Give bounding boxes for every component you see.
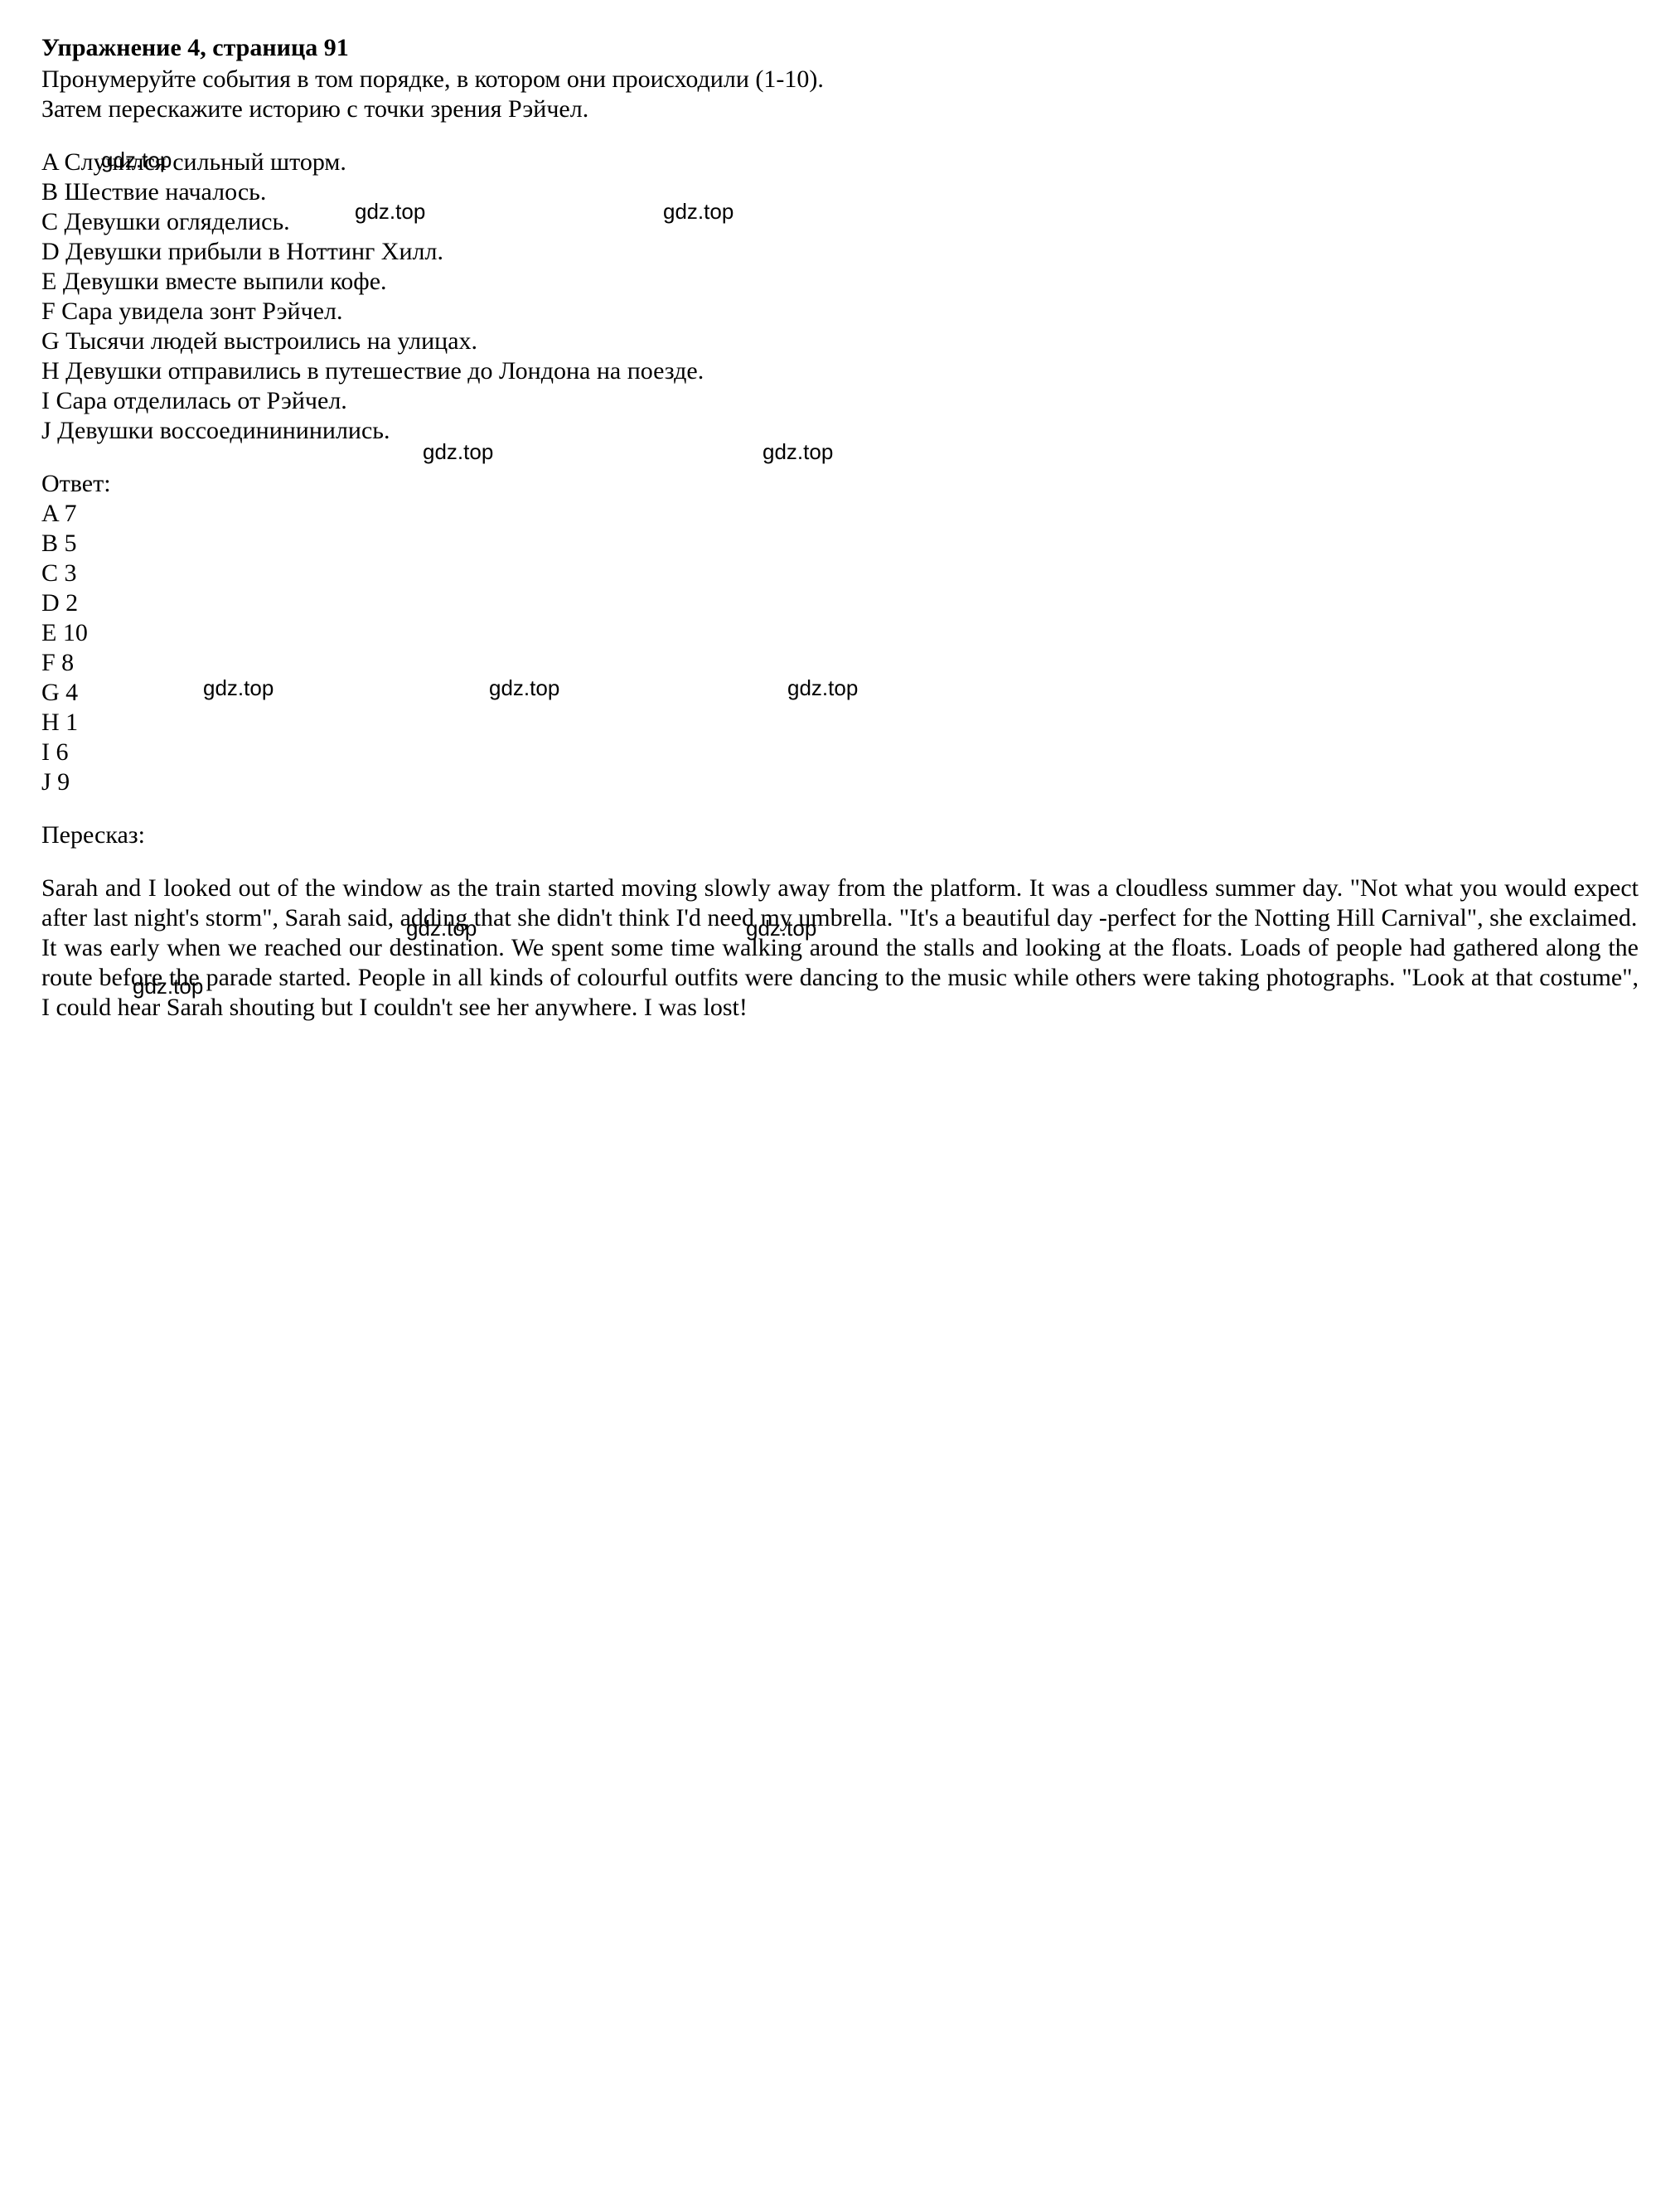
answer-c: C 3 [41,559,1639,588]
answer-header: Ответ: [41,469,1639,499]
answer-f: F 8 [41,648,1639,678]
retell-paragraph-1: Sarah and I looked out of the window as … [41,873,1639,933]
document-body: Упражнение 4, страница 91 Пронумеруйте с… [41,33,1639,1023]
answer-a: A 7 [41,499,1639,529]
options-block: A Случился сильный шторм. B Шествие нача… [41,148,1639,446]
retell-paragraph-2: It was early when we reached our destina… [41,933,1639,1023]
answer-e: E 10 [41,618,1639,648]
answer-i: I 6 [41,738,1639,767]
option-c: C Девушки огляделись. [41,207,1639,237]
answer-h: H 1 [41,708,1639,738]
option-i: I Сара отделилась от Рэйчел. [41,386,1639,416]
answers-block: A 7 B 5 C 3 D 2 E 10 F 8 G 4 H 1 I 6 J 9 [41,499,1639,797]
instruction-line-2: Затем перескажите историю с точки зрения… [41,94,1639,124]
option-h: H Девушки отправились в путешествие до Л… [41,356,1639,386]
answer-j: J 9 [41,767,1639,797]
option-j: J Девушки воссоединининились. [41,416,1639,446]
answer-d: D 2 [41,588,1639,618]
option-b: B Шествие началось. [41,177,1639,207]
option-f: F Сара увидела зонт Рэйчел. [41,297,1639,327]
exercise-title: Упражнение 4, страница 91 [41,33,1639,63]
option-a: A Случился сильный шторм. [41,148,1639,177]
answer-b: B 5 [41,529,1639,559]
retell-header: Пересказ: [41,820,1639,850]
instruction-line-1: Пронумеруйте события в том порядке, в ко… [41,65,1639,94]
answer-g: G 4 [41,678,1639,708]
option-g: G Тысячи людей выстроились на улицах. [41,327,1639,356]
option-e: E Девушки вместе выпили кофе. [41,267,1639,297]
option-d: D Девушки прибыли в Ноттинг Хилл. [41,237,1639,267]
